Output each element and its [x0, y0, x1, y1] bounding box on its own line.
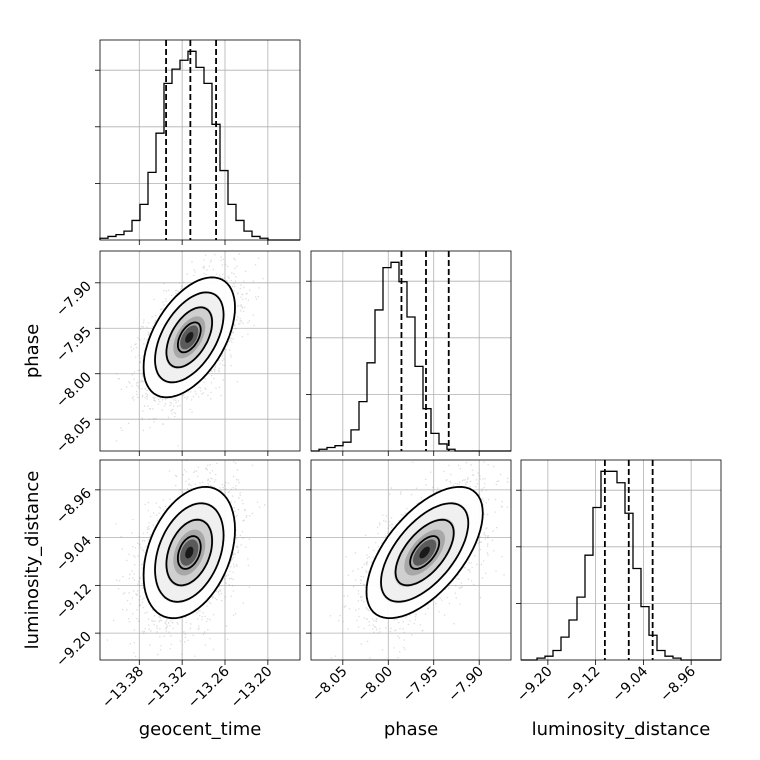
y-tick-label: −8.00 — [53, 369, 95, 411]
x-tick-label: −9.04 — [610, 663, 652, 705]
joint-content — [115, 251, 264, 447]
histogram-geocent_time — [99, 50, 300, 241]
x-tick-label: −7.95 — [400, 664, 442, 706]
x-tick-label: −8.00 — [354, 664, 396, 706]
x-tick-label: −13.32 — [142, 664, 190, 712]
joint-panel-phase-luminosity_distance — [310, 459, 512, 661]
y-axis-label: luminosity_distance — [22, 471, 43, 650]
x-tick-label: −9.20 — [514, 664, 556, 706]
contour-line — [165, 306, 214, 369]
y-tick-label: −8.96 — [53, 485, 95, 527]
joint-panel-geocent_time-luminosity_distance — [99, 459, 301, 661]
hist-panel-phase — [306, 250, 512, 452]
joint-frame — [310, 459, 512, 661]
y-tick-label: −7.95 — [53, 324, 95, 366]
hist-frame-luminosity_distance — [520, 459, 722, 661]
contour-line — [394, 518, 455, 587]
joint-frame — [99, 459, 301, 661]
histogram-phase — [311, 261, 511, 452]
x-tick-label: −8.96 — [657, 663, 699, 705]
contour-line — [142, 485, 236, 620]
x-tick-label: −7.90 — [445, 664, 487, 706]
x-axis-label: luminosity_distance — [532, 719, 711, 740]
contour-line — [177, 321, 202, 354]
hist-grid-luminosity_distance — [521, 460, 721, 660]
density-level — [185, 332, 194, 343]
hist-grid-phase — [311, 251, 511, 451]
hist-frame-geocent_time — [99, 39, 301, 241]
contour-line — [380, 502, 470, 603]
x-tick-label: −13.26 — [185, 663, 233, 711]
density-level — [185, 546, 194, 559]
contour-line — [165, 518, 214, 587]
density-level — [419, 546, 430, 559]
contour-line — [409, 535, 441, 570]
contour-line — [154, 502, 225, 603]
joint-frame — [99, 250, 301, 452]
hist-grid-geocent_time — [100, 40, 300, 240]
joint-panel-geocent_time-phase — [99, 250, 301, 452]
y-tick-label: −9.04 — [53, 533, 95, 575]
x-tick-label: −13.20 — [228, 664, 276, 712]
y-tick-label: −7.90 — [53, 278, 95, 320]
x-axis-label: phase — [384, 719, 438, 740]
histogram-luminosity_distance — [521, 470, 721, 661]
hist-panel-geocent_time — [95, 39, 301, 241]
x-tick-label: −13.38 — [99, 664, 147, 712]
contour-line — [365, 485, 484, 619]
y-axis-label: phase — [22, 324, 43, 378]
x-tick-label: −8.05 — [309, 664, 351, 706]
y-tick-label: −9.20 — [53, 629, 95, 671]
x-tick-label: −9.12 — [562, 664, 604, 706]
contour-line — [142, 276, 236, 399]
x-axis-label: geocent_time — [139, 719, 262, 740]
joint-content — [329, 461, 511, 659]
joint-content — [106, 460, 266, 657]
contour-line — [177, 535, 202, 570]
hist-frame-phase — [310, 250, 512, 452]
y-axis-phase: −8.05−8.00−7.95−7.90 phase — [22, 278, 100, 456]
hist-panel-luminosity_distance — [516, 459, 722, 661]
y-tick-label: −9.12 — [53, 581, 95, 623]
contour-line — [154, 291, 225, 384]
y-tick-label: −8.05 — [53, 415, 95, 457]
x-axis-luminosity_distance: −9.20 −9.12 −9.04 −8.96 luminosity_distance — [514, 660, 710, 740]
